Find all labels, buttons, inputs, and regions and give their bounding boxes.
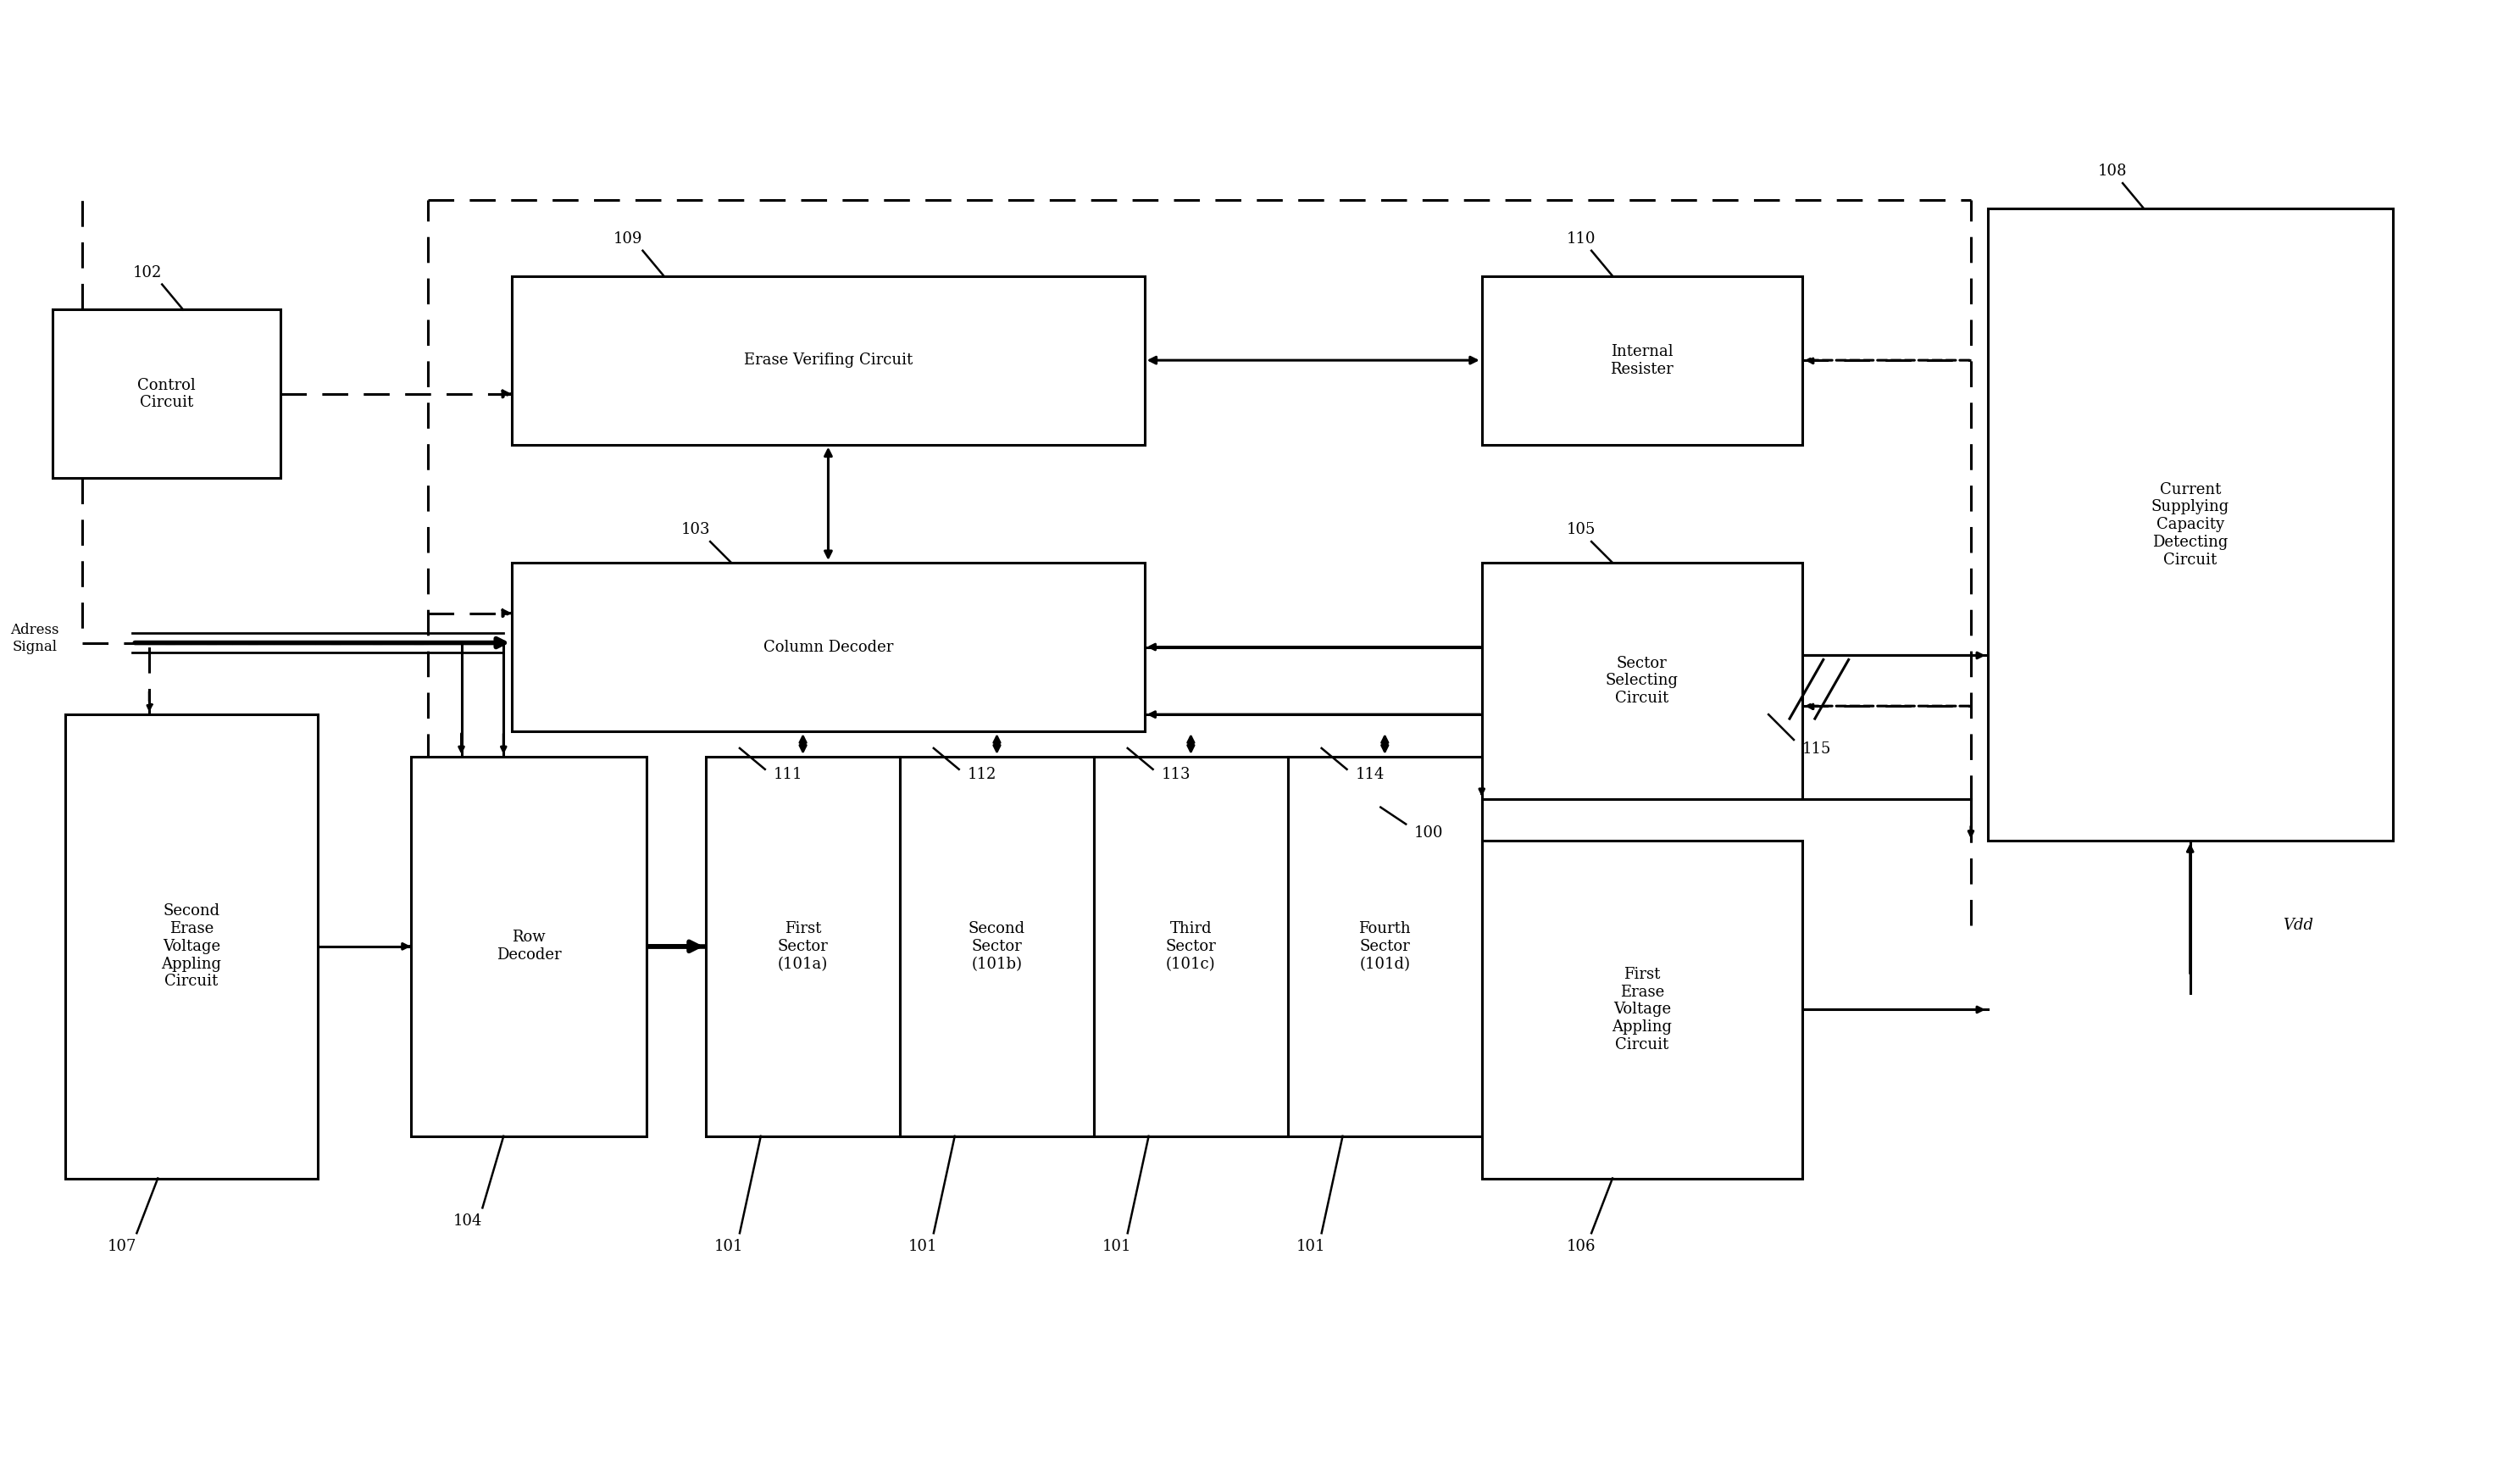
Text: Control
Circuit: Control Circuit xyxy=(136,378,197,411)
Text: 101: 101 xyxy=(907,1239,937,1254)
Text: 115: 115 xyxy=(1802,741,1832,756)
Bar xyxy=(1094,756,1288,1136)
Bar xyxy=(1988,208,2391,840)
Text: 101: 101 xyxy=(1295,1239,1326,1254)
Bar xyxy=(512,563,1144,731)
Text: 101: 101 xyxy=(713,1239,743,1254)
Text: Current
Supplying
Capacity
Detecting
Circuit: Current Supplying Capacity Detecting Cir… xyxy=(2152,482,2230,567)
Bar xyxy=(1482,840,1802,1179)
Text: 104: 104 xyxy=(454,1214,481,1229)
Bar xyxy=(1288,756,1482,1136)
Text: Adress
Signal: Adress Signal xyxy=(10,623,58,654)
Text: 101: 101 xyxy=(1101,1239,1131,1254)
Text: Row
Decoder: Row Decoder xyxy=(496,931,562,963)
Text: 106: 106 xyxy=(1565,1239,1595,1254)
Bar xyxy=(512,276,1144,445)
Text: First
Erase
Voltage
Appling
Circuit: First Erase Voltage Appling Circuit xyxy=(1613,967,1673,1053)
Text: Internal
Resister: Internal Resister xyxy=(1610,344,1673,377)
Text: Vdd: Vdd xyxy=(2283,917,2313,933)
Text: 110: 110 xyxy=(1565,232,1595,247)
Text: First
Sector
(101a): First Sector (101a) xyxy=(779,922,829,972)
Bar xyxy=(706,756,900,1136)
Bar xyxy=(1482,563,1802,799)
Text: Second
Sector
(101b): Second Sector (101b) xyxy=(968,922,1026,972)
Text: Third
Sector
(101c): Third Sector (101c) xyxy=(1167,922,1217,972)
Text: 114: 114 xyxy=(1356,767,1383,781)
Bar xyxy=(53,310,280,479)
Text: 109: 109 xyxy=(612,232,643,247)
Text: 105: 105 xyxy=(1565,521,1595,538)
Bar xyxy=(1482,276,1802,445)
Text: 103: 103 xyxy=(680,521,711,538)
Text: Erase Verifing Circuit: Erase Verifing Circuit xyxy=(743,353,912,368)
Bar xyxy=(66,715,318,1179)
Text: 102: 102 xyxy=(134,264,161,281)
Text: Fourth
Sector
(101d): Fourth Sector (101d) xyxy=(1358,922,1411,972)
Text: Second
Erase
Voltage
Appling
Circuit: Second Erase Voltage Appling Circuit xyxy=(161,904,222,990)
Text: Column Decoder: Column Decoder xyxy=(764,640,892,654)
Text: 111: 111 xyxy=(774,767,804,781)
Bar xyxy=(411,756,648,1136)
Text: 108: 108 xyxy=(2097,164,2127,179)
Bar xyxy=(900,756,1094,1136)
Text: 113: 113 xyxy=(1162,767,1189,781)
Text: 112: 112 xyxy=(968,767,995,781)
Text: 107: 107 xyxy=(108,1239,136,1254)
Text: 100: 100 xyxy=(1414,826,1444,840)
Text: Sector
Selecting
Circuit: Sector Selecting Circuit xyxy=(1605,656,1678,706)
